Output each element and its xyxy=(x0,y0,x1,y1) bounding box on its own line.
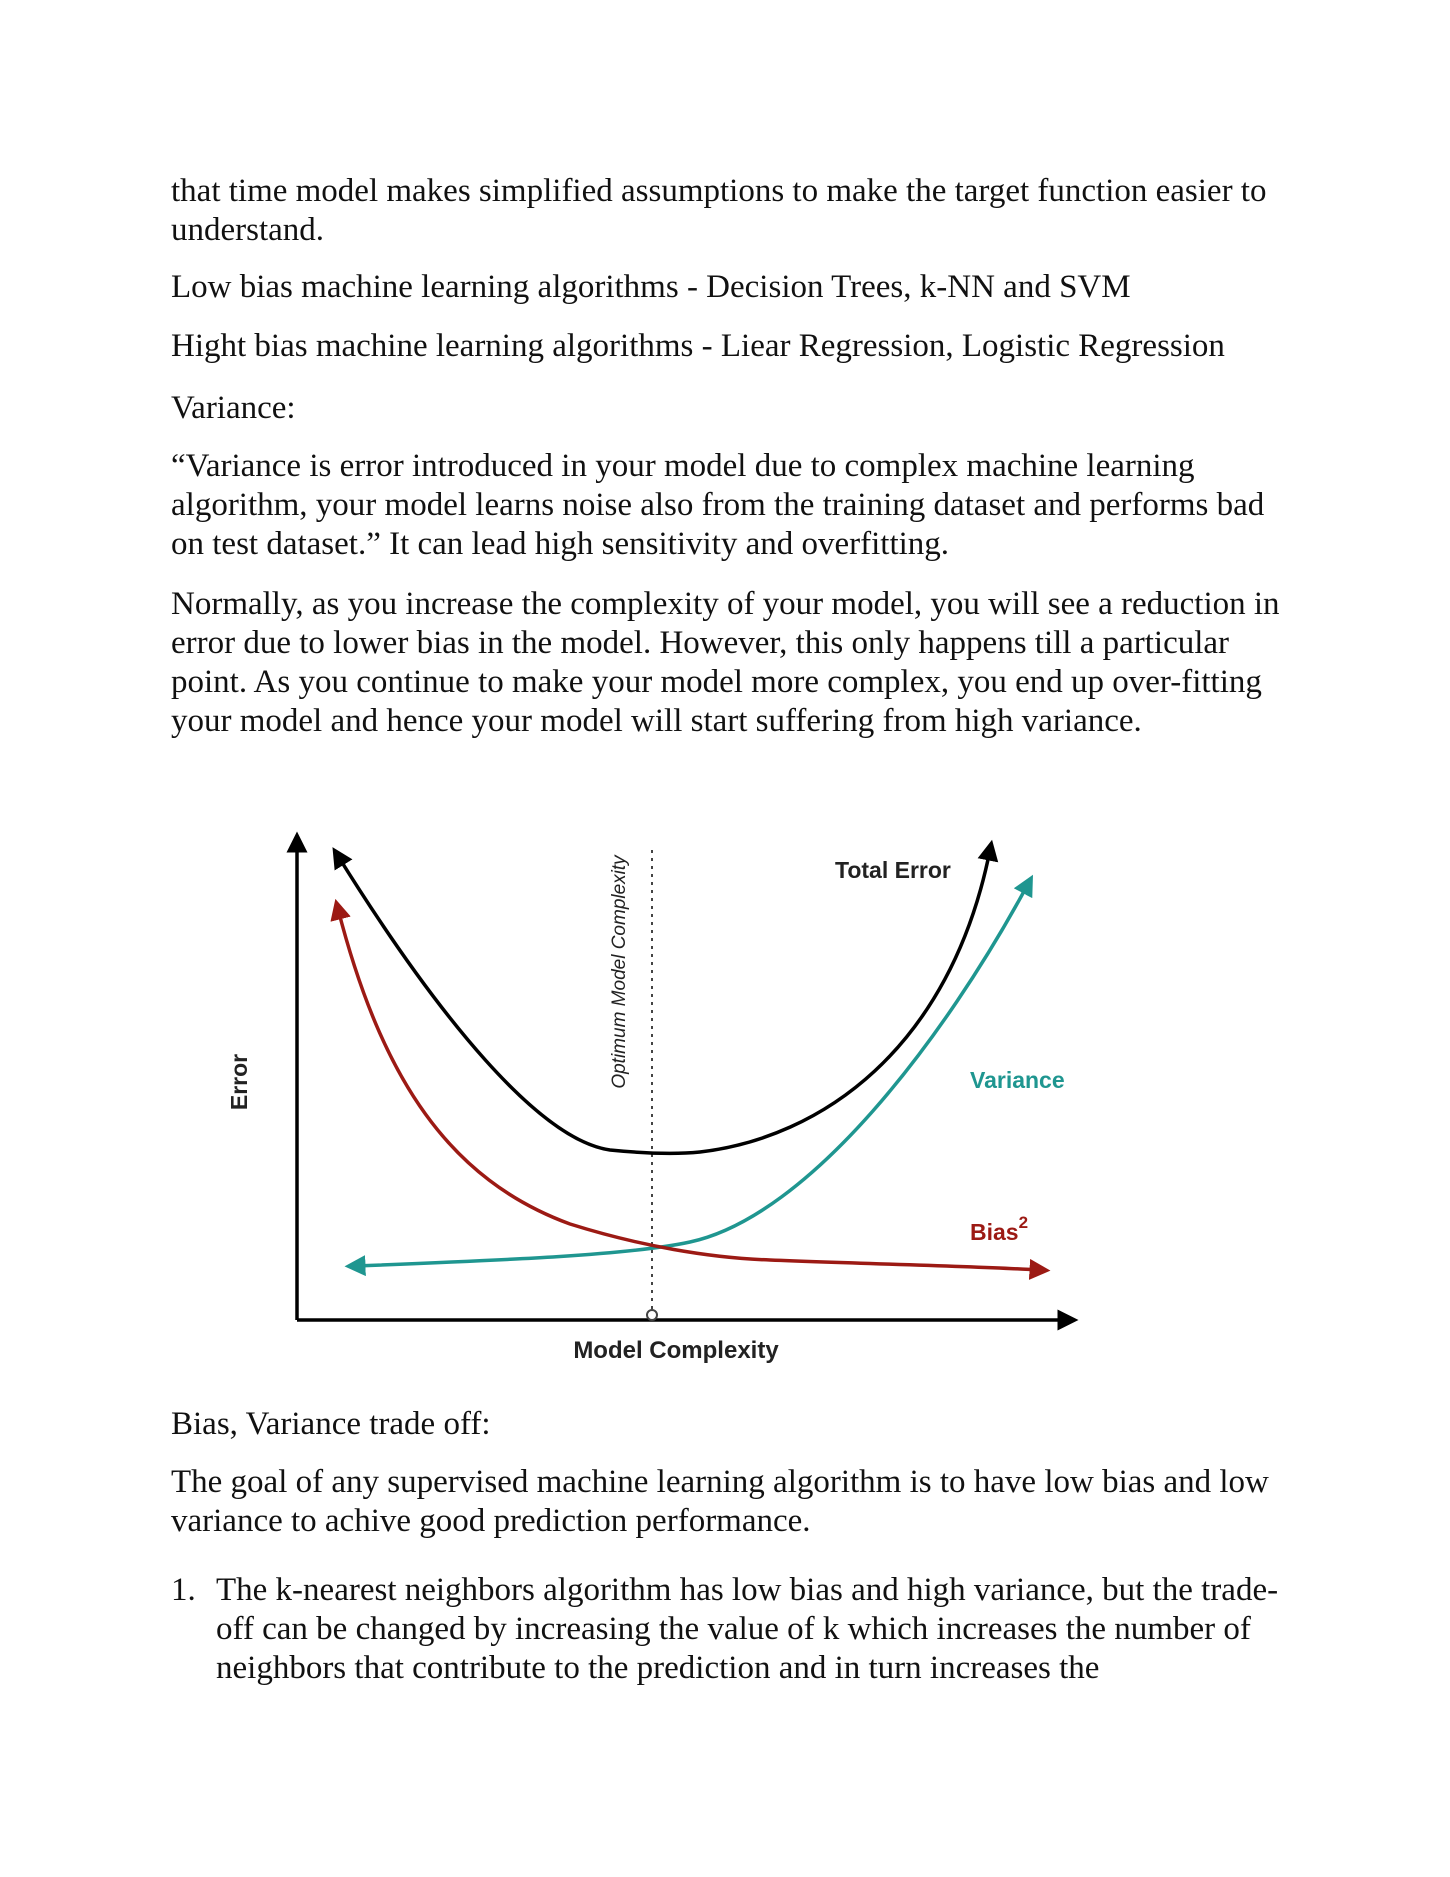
list-item-number: 1. xyxy=(171,1572,196,1608)
paragraph-low-bias: Low bias machine learning algorithms - D… xyxy=(171,269,1131,305)
optimum-marker xyxy=(646,1309,658,1321)
bias-variance-figure: Total Error Variance Bias2 Model Complex… xyxy=(226,831,1079,1364)
paragraph-goal: The goal of any supervised machine learn… xyxy=(171,1464,1269,1539)
bias-curve xyxy=(330,898,1051,1280)
y-axis-label: Error xyxy=(226,1054,252,1110)
list-item-text: The k-nearest neighbors algorithm has lo… xyxy=(216,1572,1279,1686)
optimum-label: Optimum Model Complexity xyxy=(609,854,630,1089)
paragraph-variance-quote: “Variance is error introduced in your mo… xyxy=(171,448,1265,562)
variance-label: Variance xyxy=(970,1067,1065,1093)
heading-tradeoff: Bias, Variance trade off: xyxy=(171,1406,491,1442)
total-error-curve xyxy=(332,839,999,1156)
tradeoff-list: 1. The k-nearest neighbors algorithm has… xyxy=(171,1571,1301,1688)
paragraph-intro: that time model makes simplified assumpt… xyxy=(171,173,1267,248)
total-error-label: Total Error xyxy=(835,857,951,883)
bias-label-text: Bias xyxy=(970,1219,1019,1245)
list-item: 1. The k-nearest neighbors algorithm has… xyxy=(171,1571,1301,1688)
bias-label-superscript: 2 xyxy=(1019,1213,1028,1232)
paragraph-high-bias: Hight bias machine learning algorithms -… xyxy=(171,328,1225,364)
x-axis-label: Model Complexity xyxy=(573,1337,779,1364)
bias-label: Bias2 xyxy=(970,1213,1028,1245)
paragraph-complexity: Normally, as you increase the complexity… xyxy=(171,586,1280,739)
heading-variance: Variance: xyxy=(171,390,296,426)
variance-curve xyxy=(344,874,1033,1277)
